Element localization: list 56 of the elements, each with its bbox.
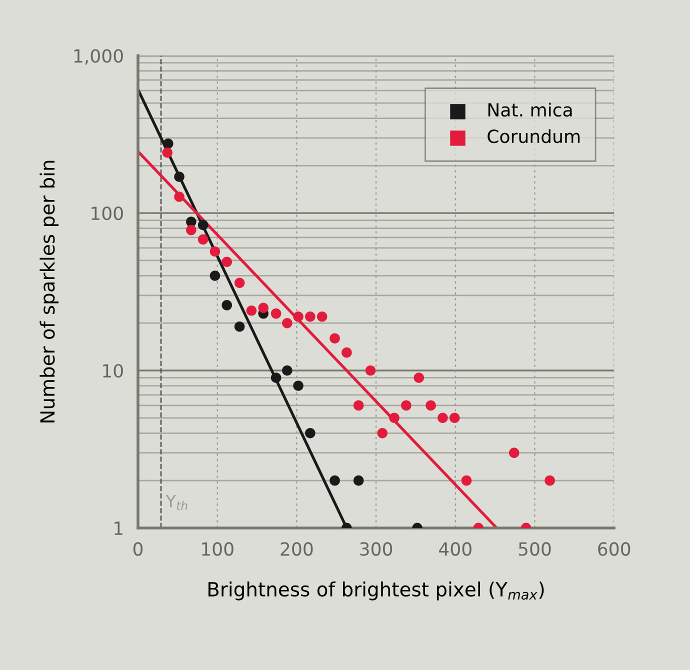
point	[234, 321, 245, 332]
y-axis-title: Number of sparkles per bin	[40, 160, 59, 422]
point	[449, 412, 460, 424]
legend-label: Corundum	[488, 129, 580, 144]
point	[246, 305, 257, 316]
point	[353, 400, 364, 411]
x-tick-label: 500	[518, 542, 551, 556]
point	[544, 475, 555, 486]
point	[282, 318, 292, 328]
point	[316, 311, 328, 322]
point	[508, 448, 520, 458]
point	[222, 300, 232, 310]
point	[414, 372, 424, 383]
point	[293, 311, 304, 322]
point	[198, 220, 208, 230]
point	[210, 246, 220, 257]
point	[198, 234, 208, 245]
point	[389, 412, 400, 424]
y-tick-label: 1,000	[74, 49, 123, 65]
point	[270, 372, 282, 383]
point	[426, 400, 436, 411]
point	[174, 192, 184, 202]
point	[461, 475, 472, 486]
point	[222, 256, 232, 267]
x-tick-label: 300	[360, 542, 392, 556]
x-tick-label: 600	[598, 542, 630, 556]
point	[258, 302, 269, 314]
x-tick-label: 200	[280, 542, 313, 556]
point	[270, 308, 282, 319]
y-tick-label: 10	[103, 364, 123, 378]
y-tick-label: 1	[114, 522, 122, 535]
ref-line-label: Y$_{th}$	[166, 494, 188, 510]
point	[282, 365, 292, 376]
point	[174, 172, 184, 182]
legend-label: Nat. mica	[488, 102, 572, 117]
point	[377, 428, 388, 438]
point	[210, 270, 220, 281]
point	[330, 475, 340, 486]
x-tick-label: 100	[202, 542, 234, 556]
point	[186, 224, 196, 236]
point	[438, 412, 448, 424]
point	[342, 347, 352, 358]
point	[365, 365, 376, 376]
point	[163, 138, 174, 149]
x-tick-label: 400	[439, 542, 472, 556]
point	[353, 475, 364, 486]
point	[234, 278, 245, 288]
x-axis-title: Brightness of brightest pixel (Y$_{max}$)	[208, 582, 544, 600]
point	[305, 311, 316, 322]
x-tick-label: 0	[133, 542, 143, 556]
point	[401, 400, 412, 411]
point	[293, 380, 304, 391]
point	[305, 428, 316, 438]
point	[330, 333, 340, 344]
point	[162, 147, 173, 158]
y-tick-label: 100	[92, 206, 123, 220]
